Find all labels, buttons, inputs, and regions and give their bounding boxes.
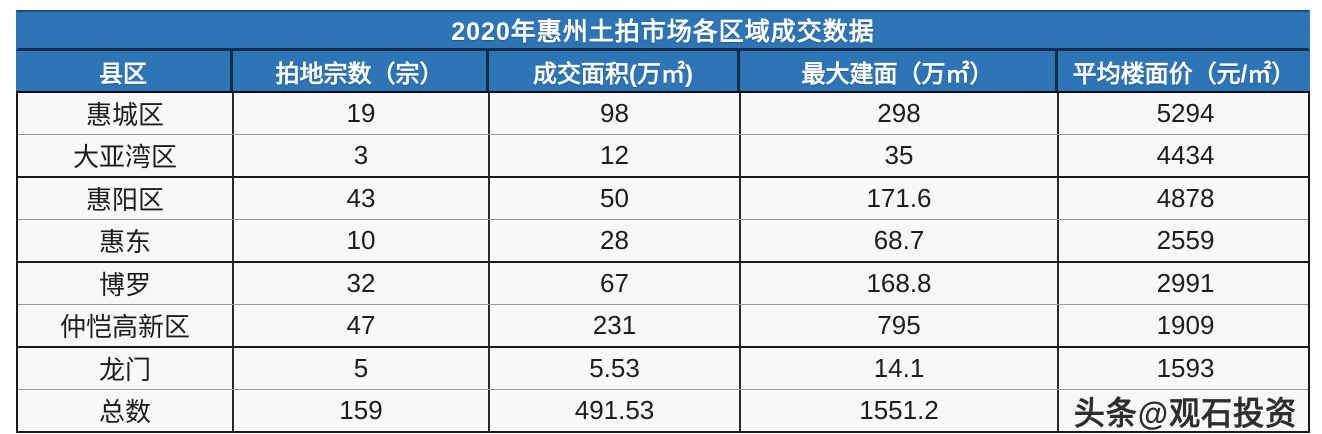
district-cell: 博罗	[98, 270, 151, 300]
table-row-dayawan: 大亚湾区 3 12 35 4434	[18, 135, 1308, 178]
district-cell: 仲恺高新区	[59, 312, 190, 342]
gfa-cell: 795	[739, 305, 1057, 346]
table-header-row: 县区 拍地宗数（宗） 成交面积(万㎡) 最大建面（万㎡） 平均楼面价（元/㎡）	[16, 51, 1310, 93]
column-header-avg-floor-price: 平均楼面价（元/㎡）	[1055, 51, 1310, 91]
parcels-cell: 47	[232, 305, 488, 346]
column-header-district: 县区	[99, 60, 147, 88]
parcels-cell: 43	[232, 178, 488, 219]
parcels-cell: 10	[232, 220, 488, 261]
price-cell: 4434	[1057, 135, 1312, 176]
toutiao-watermark: 头条@观石投资	[1073, 395, 1298, 431]
table-title: 2020年惠州土拍市场各区域成交数据	[16, 10, 1310, 51]
table-row-zhongkai: 仲恺高新区 47 231 795 1909	[18, 305, 1308, 348]
gfa-cell: 35	[739, 135, 1057, 176]
gfa-cell: 1551.2	[739, 390, 1057, 431]
column-header-max-gfa: 最大建面（万㎡）	[737, 51, 1055, 91]
watermark-cell: 头条@观石投资	[1057, 390, 1312, 431]
table-body: 惠城区 19 98 298 5294 大亚湾区 3 12 35 4434 惠阳区…	[16, 93, 1310, 433]
price-cell: 5294	[1057, 93, 1312, 134]
area-cell: 231	[488, 305, 739, 346]
table-row-boluo: 博罗 32 67 168.8 2991	[18, 263, 1308, 305]
district-cell: 龙门	[98, 355, 151, 385]
parcels-cell: 32	[232, 263, 488, 304]
price-cell: 4878	[1057, 178, 1312, 219]
parcels-cell: 19	[232, 93, 488, 134]
column-header-area-sold: 成交面积(万㎡)	[486, 51, 737, 91]
price-cell: 1593	[1057, 348, 1312, 389]
area-cell: 98	[488, 93, 739, 134]
area-cell: 50	[488, 178, 739, 219]
area-cell: 5.53	[488, 348, 739, 389]
column-header-parcels: 拍地宗数（宗）	[230, 51, 486, 91]
table-row-huidong: 惠东 10 28 68.7 2559	[18, 220, 1308, 263]
table-row-total: 总数 159 491.53 1551.2 头条@观石投资	[18, 390, 1308, 433]
district-cell: 惠城区	[85, 100, 164, 130]
price-cell: 2559	[1057, 220, 1312, 261]
gfa-cell: 171.6	[739, 178, 1057, 219]
table-row-huiyang: 惠阳区 43 50 171.6 4878	[18, 178, 1308, 220]
parcels-cell: 159	[232, 390, 488, 431]
district-cell: 惠阳区	[85, 185, 164, 215]
table-row-huicheng: 惠城区 19 98 298 5294	[18, 93, 1308, 135]
gfa-cell: 298	[739, 93, 1057, 134]
table-row-longmen: 龙门 5 5.53 14.1 1593	[18, 348, 1308, 390]
gfa-cell: 68.7	[739, 220, 1057, 261]
district-cell: 惠东	[98, 227, 151, 257]
price-cell: 2991	[1057, 263, 1312, 304]
area-cell: 67	[488, 263, 739, 304]
parcels-cell: 3	[232, 135, 488, 176]
price-cell: 1909	[1057, 305, 1312, 346]
land-auction-table: 2020年惠州土拍市场各区域成交数据 县区 拍地宗数（宗） 成交面积(万㎡) 最…	[16, 10, 1310, 433]
parcels-cell: 5	[232, 348, 488, 389]
district-cell: 总数	[98, 397, 151, 427]
gfa-cell: 168.8	[739, 263, 1057, 304]
area-cell: 12	[488, 135, 739, 176]
area-cell: 491.53	[488, 390, 739, 431]
district-cell: 大亚湾区	[72, 142, 177, 172]
area-cell: 28	[488, 220, 739, 261]
gfa-cell: 14.1	[739, 348, 1057, 389]
